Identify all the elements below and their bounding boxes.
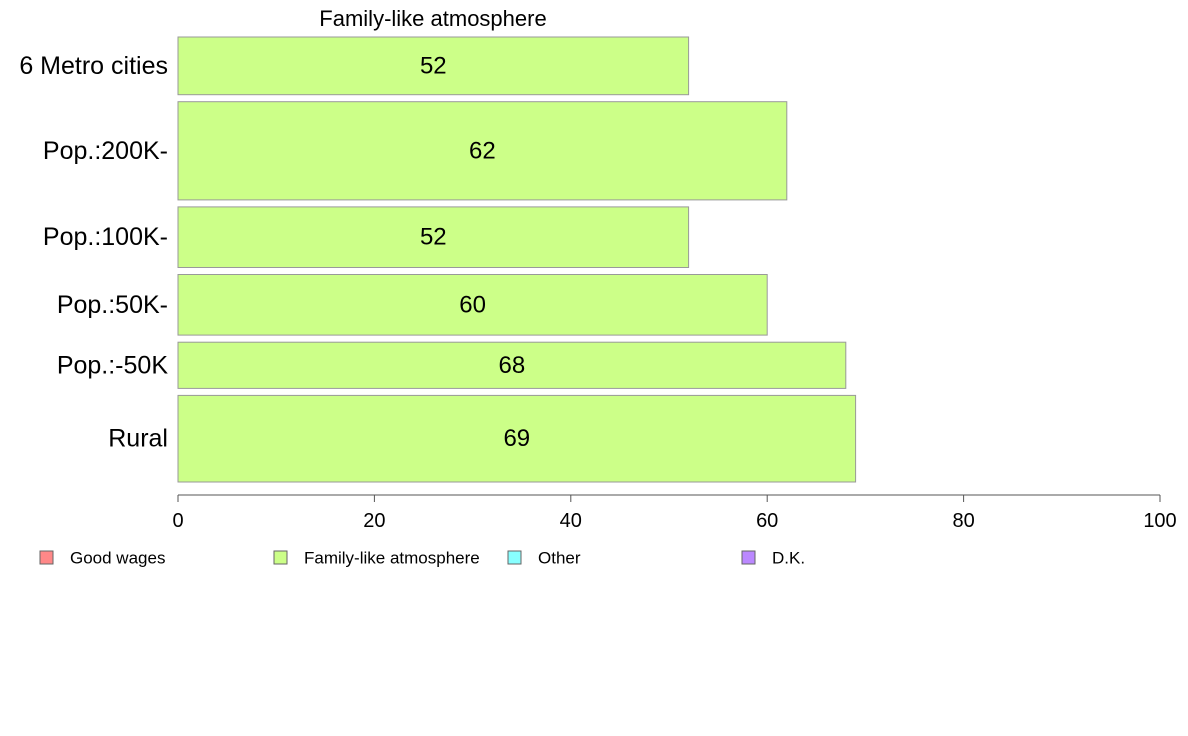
value-label: 62: [469, 137, 496, 164]
legend-swatch-1: [273, 550, 288, 565]
category-label: Pop.:50K-: [57, 291, 168, 319]
x-tick-label: 20: [363, 510, 385, 532]
x-tick-label: 100: [1143, 510, 1176, 532]
legend-label: Family-like atmosphere: [304, 549, 480, 568]
bar-3: [177, 274, 768, 336]
legend-swatch-0: [39, 550, 54, 565]
category-label: Rural: [108, 425, 168, 453]
legend-label: Other: [538, 549, 581, 568]
bar-0: [177, 36, 690, 96]
value-label: 68: [499, 352, 526, 379]
category-label: Pop.:100K-: [43, 223, 168, 251]
category-label: 6 Metro cities: [19, 52, 168, 80]
x-tick-label: 80: [952, 510, 974, 532]
bar-1: [177, 101, 788, 201]
bar-2: [177, 206, 690, 268]
value-label: 60: [459, 291, 486, 318]
x-tick-label: 60: [756, 510, 778, 532]
bars-group: 6 Metro cities 52 Pop.:200K- 62 Pop.:100K- 52…: [19, 36, 857, 483]
legend-label: Good wages: [70, 549, 165, 568]
x-tick-label: 0: [172, 510, 183, 532]
value-label: 52: [420, 224, 447, 251]
bar-5: [177, 394, 857, 483]
value-label: 69: [503, 425, 530, 452]
value-label: 52: [420, 52, 447, 79]
legend: Good wages Family-like atmosphere Other D.K…: [39, 549, 805, 568]
x-axis: 0 20 40 60 80 100: [172, 494, 1177, 532]
legend-swatch-2: [507, 550, 522, 565]
x-tick-label: 40: [560, 510, 582, 532]
category-label: Pop.:-50K: [57, 351, 169, 379]
chart-title: Family-like atmosphere: [319, 6, 546, 31]
bar-4: [177, 341, 847, 389]
legend-swatch-3: [741, 550, 756, 565]
category-label: Pop.:200K-: [43, 137, 168, 165]
legend-label: D.K.: [772, 549, 805, 568]
